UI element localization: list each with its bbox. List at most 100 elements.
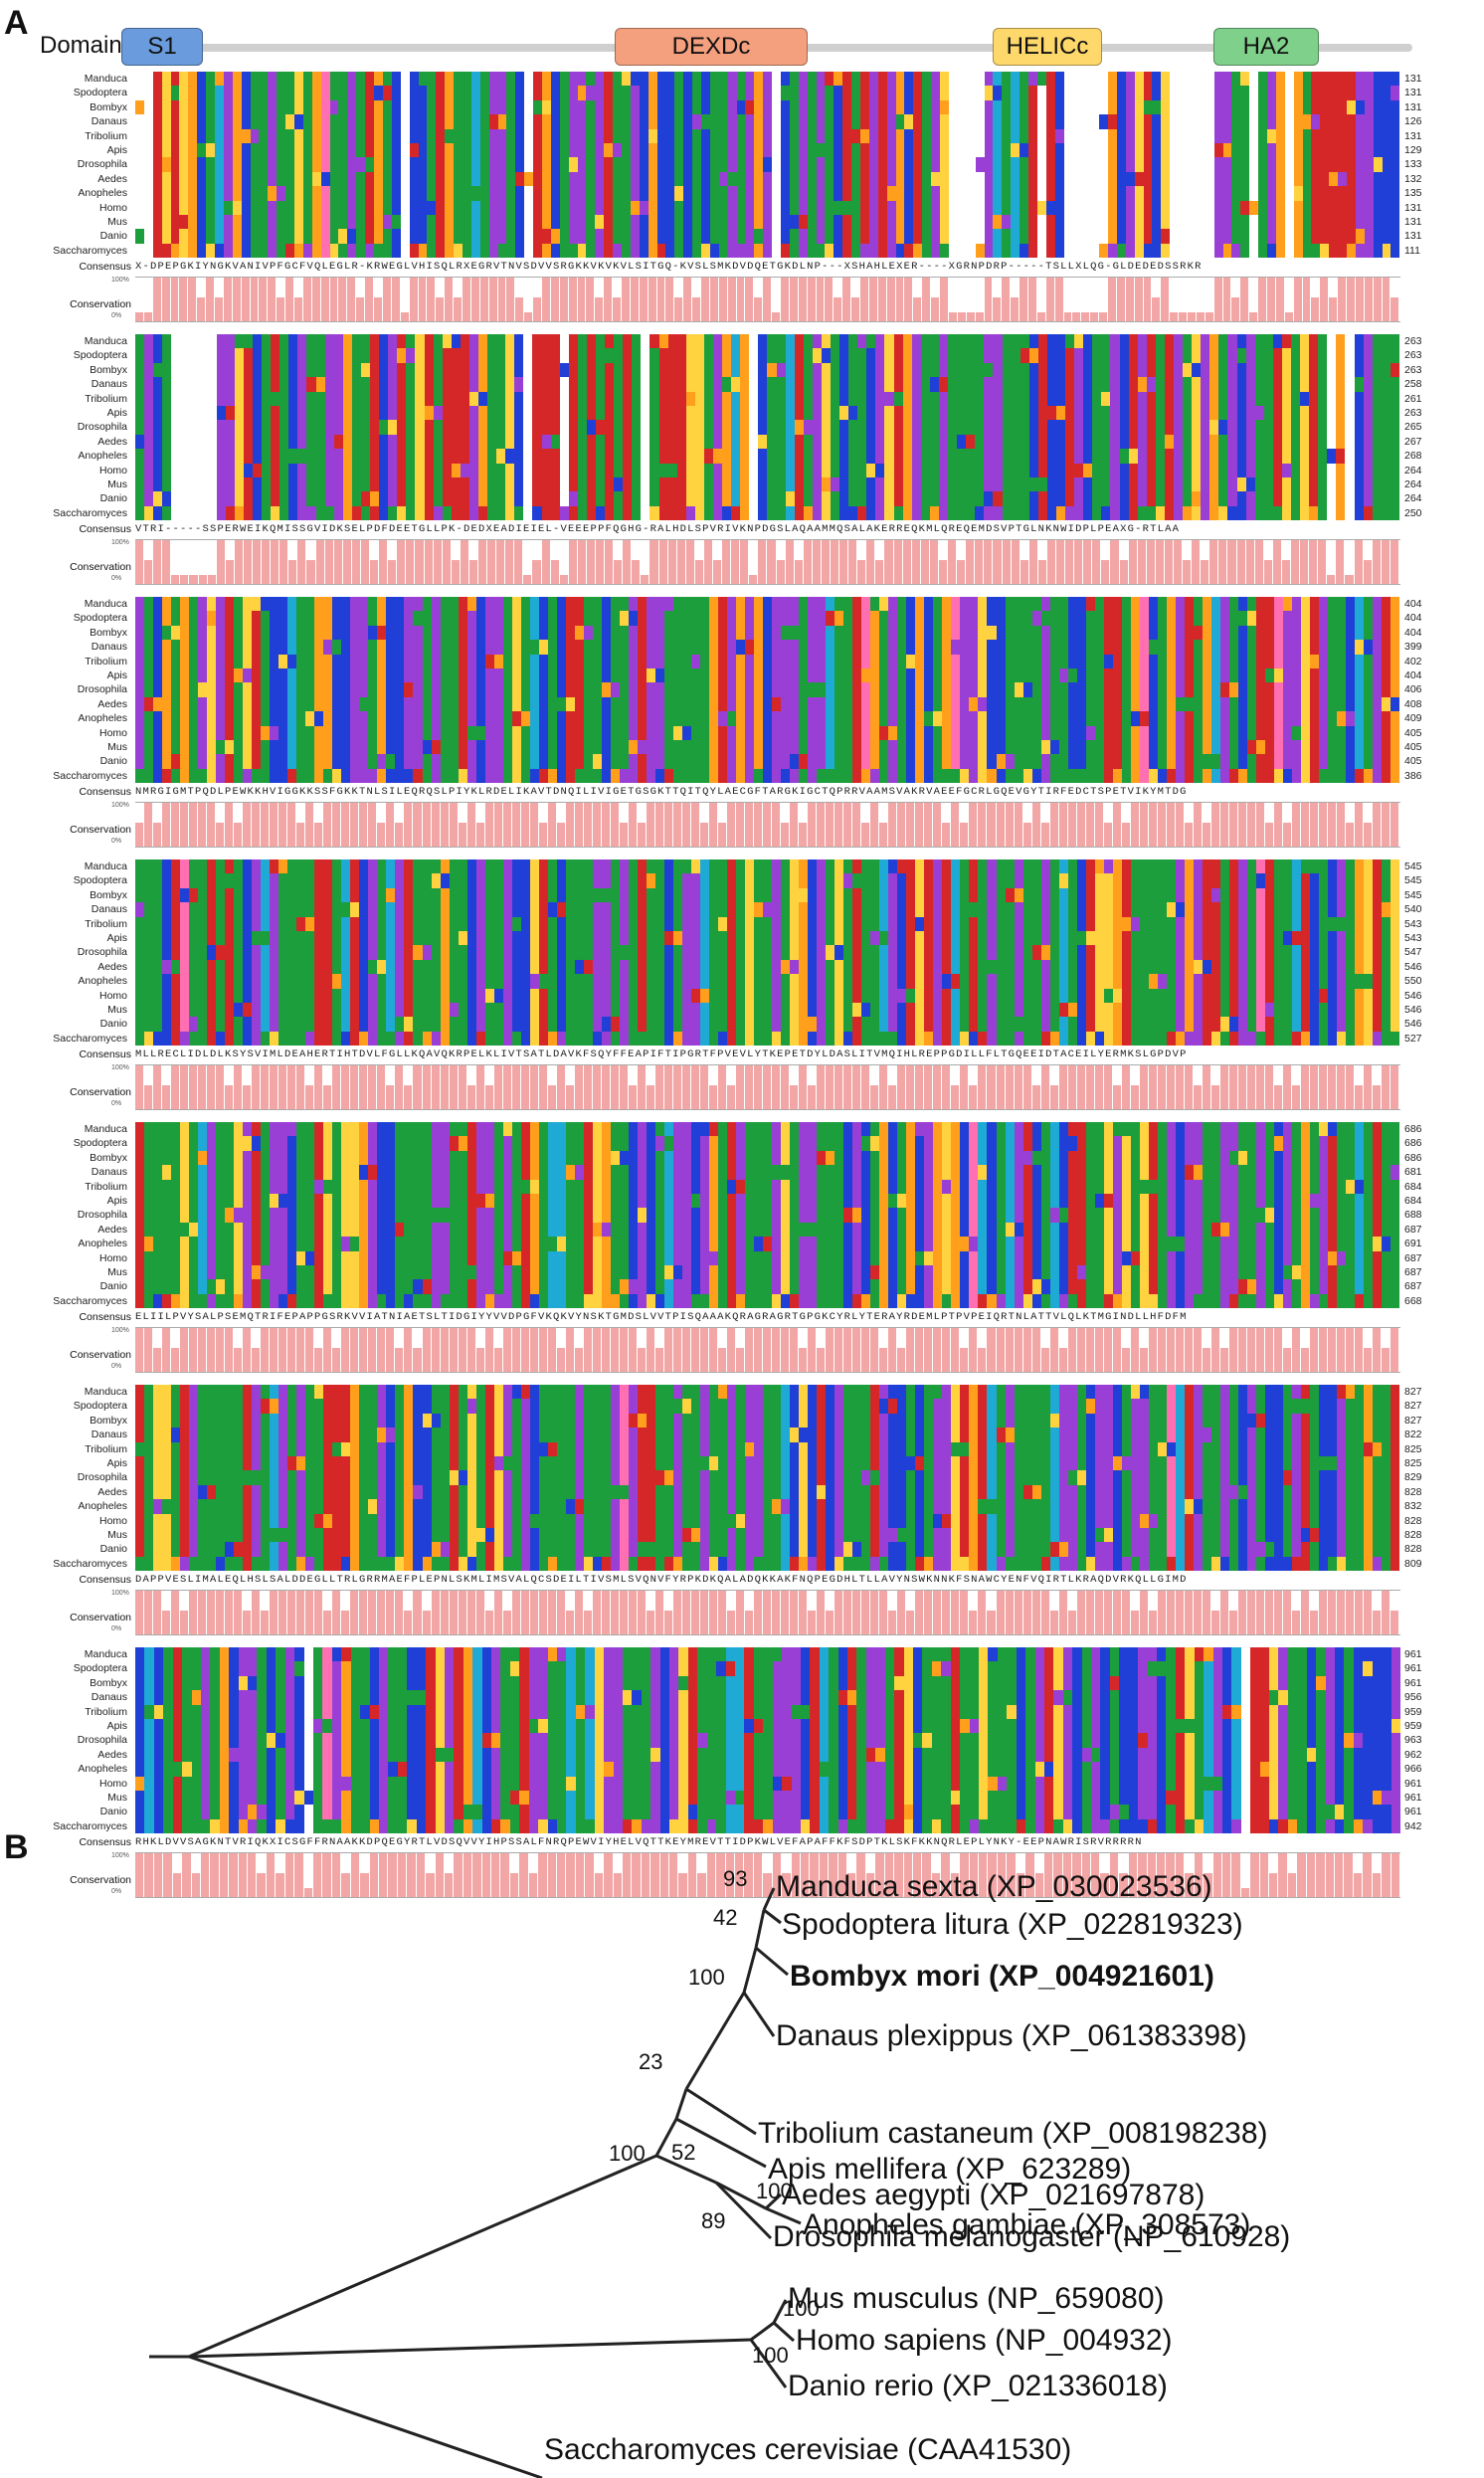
residue-cell <box>621 142 631 158</box>
residue-cell <box>595 243 605 259</box>
residue-cell <box>161 86 171 100</box>
residue-cell <box>1125 99 1135 115</box>
residue-cell <box>278 640 288 655</box>
residue-cell <box>1236 377 1246 392</box>
residue-cell <box>1184 654 1194 668</box>
residue-cell <box>1022 654 1032 668</box>
residue-cell <box>676 491 686 506</box>
residue-cell <box>639 72 649 87</box>
residue-cell <box>984 505 994 521</box>
conservation-bar <box>866 540 876 584</box>
residue-cell <box>477 477 488 492</box>
residue-cell <box>866 420 876 435</box>
residue-cell <box>1011 362 1020 378</box>
residue-cell <box>595 391 606 406</box>
residue-cell <box>817 667 827 683</box>
residue-cell <box>1058 625 1068 641</box>
residue-cell <box>462 72 471 87</box>
residue-cell <box>253 505 263 521</box>
conservation-bar <box>311 278 321 321</box>
residue-cell <box>911 449 921 464</box>
residue-cell <box>179 86 189 100</box>
residue-cell <box>897 654 907 668</box>
residue-cell <box>1336 348 1346 363</box>
domains-label: Domains <box>40 32 134 59</box>
residue-cell <box>632 477 642 492</box>
residue-cell <box>1184 640 1194 655</box>
residue-cell <box>488 171 498 187</box>
residue-cell <box>1046 334 1056 349</box>
conservation-bar <box>767 540 777 584</box>
conservation-bar <box>451 559 461 584</box>
residue-cell <box>1081 243 1091 259</box>
residue-cell <box>496 449 506 464</box>
residue-cell <box>189 391 199 406</box>
residue-cell <box>807 72 817 87</box>
residue-cell <box>161 171 171 187</box>
residue-cell <box>879 611 889 626</box>
residue-cell <box>583 611 593 626</box>
residue-cell <box>1355 243 1365 259</box>
residue-cell <box>329 200 339 215</box>
residue-cell <box>188 72 198 87</box>
residue-cell <box>1300 377 1310 392</box>
residue-cell <box>1020 491 1029 506</box>
residue-cell <box>418 72 428 87</box>
residue-cell <box>1090 229 1100 244</box>
residue-cell <box>468 505 478 521</box>
residue-cell <box>1028 434 1038 450</box>
residue-cell <box>835 625 844 641</box>
residue-cell <box>565 667 575 683</box>
residue-cell <box>975 142 985 158</box>
residue-cell <box>360 334 371 349</box>
residue-cell <box>488 200 498 215</box>
residue-cell <box>415 334 425 349</box>
residue-cell <box>1347 99 1356 115</box>
residue-cell <box>1137 463 1147 477</box>
residue-cell <box>1187 128 1197 143</box>
residue-cell <box>1164 434 1174 450</box>
residue-cell <box>718 243 728 259</box>
residue-cell <box>1311 86 1321 100</box>
residue-cell <box>153 491 163 506</box>
residue-cell <box>1054 157 1064 172</box>
residue-cell <box>285 128 295 143</box>
residue-cell <box>577 505 587 521</box>
residue-cell <box>277 142 286 158</box>
residue-cell <box>1074 420 1084 435</box>
position-numbers: 131 131 131 126 131 129 133 132 135 131 131 131 111 <box>1404 72 1444 258</box>
residue-cell <box>851 186 861 201</box>
residue-cell <box>216 434 226 450</box>
residue-cell <box>902 491 912 506</box>
residue-cell <box>736 142 746 158</box>
residue-cell <box>1083 348 1093 363</box>
residue-cell <box>758 491 768 506</box>
residue-cell <box>984 477 994 492</box>
residue-cell <box>1166 640 1176 655</box>
residue-cell <box>1020 505 1029 521</box>
residue-cell <box>144 505 154 521</box>
residue-cell <box>1338 214 1348 230</box>
species-name: Spodoptera <box>73 612 127 625</box>
residue-cell <box>180 625 190 641</box>
conservation-bar <box>877 278 887 321</box>
residue-cell <box>524 157 534 172</box>
residue-cell <box>794 463 804 477</box>
residue-cell <box>297 391 307 406</box>
residue-cell <box>993 362 1003 378</box>
residue-cell <box>1293 72 1303 87</box>
residue-cell <box>1373 157 1383 172</box>
residue-cell <box>605 434 615 450</box>
residue-cell <box>922 243 932 259</box>
residue-cell <box>505 334 515 349</box>
residue-cell <box>1281 505 1291 521</box>
residue-cell <box>663 682 673 697</box>
residue-cell <box>868 72 878 87</box>
residue-cell <box>350 682 360 697</box>
conservation-bar <box>984 278 994 321</box>
residue-cell <box>524 142 534 158</box>
residue-cell <box>776 420 786 435</box>
residue-cell <box>913 200 923 215</box>
residue-cell <box>1101 420 1111 435</box>
residue-cell <box>302 128 312 143</box>
